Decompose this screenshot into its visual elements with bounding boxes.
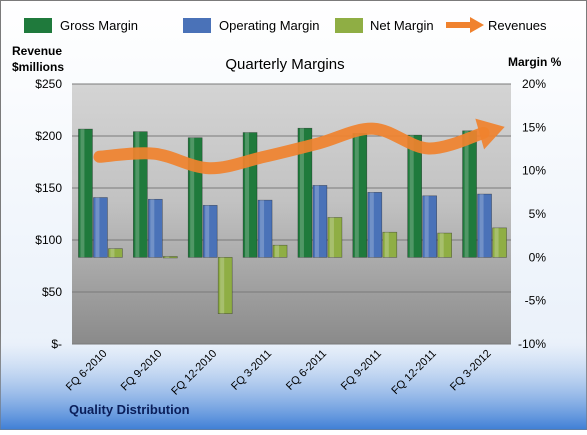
legend-label-revenues: Revenues xyxy=(488,18,547,33)
bar-operating-margin xyxy=(477,193,492,258)
bar-highlight xyxy=(135,131,140,258)
bar-highlight xyxy=(110,248,115,258)
legend-item-operating-margin: Operating Margin xyxy=(183,18,319,33)
bar-highlight xyxy=(275,245,280,258)
right-tick-label: 20% xyxy=(522,77,546,91)
bar-operating-margin xyxy=(148,198,163,258)
left-axis-label-line2: $millions xyxy=(12,60,64,74)
legend-label-gross-margin: Gross Margin xyxy=(60,18,138,33)
bar-highlight xyxy=(299,128,304,258)
chart-title: Quarterly Margins xyxy=(225,56,344,73)
right-tick-label: 0% xyxy=(529,250,547,264)
legend-swatch-net-margin xyxy=(335,18,363,33)
right-tick-label: 15% xyxy=(522,120,546,134)
bar-gross-margin xyxy=(78,128,93,258)
bar-operating-margin xyxy=(312,185,328,258)
bar-highlight xyxy=(95,197,100,258)
right-tick-label: -5% xyxy=(525,294,547,308)
bar-operating-margin xyxy=(257,199,273,258)
bar-gross-margin xyxy=(407,134,422,258)
bar-highlight xyxy=(150,199,155,258)
bar-gross-margin xyxy=(297,127,313,258)
right-tick-label: 5% xyxy=(529,207,547,221)
bar-highlight xyxy=(329,217,334,258)
left-tick-label: $100 xyxy=(35,233,62,247)
legend: Gross Margin Operating Margin Net Margin… xyxy=(24,17,547,33)
bar-highlight xyxy=(245,132,250,258)
bar-highlight xyxy=(205,205,210,258)
left-tick-label: $200 xyxy=(35,129,62,143)
bar-highlight xyxy=(314,185,319,258)
bar-highlight xyxy=(354,133,359,258)
bar-highlight xyxy=(494,227,499,258)
bar-gross-margin xyxy=(462,130,477,258)
bar-highlight xyxy=(80,129,85,258)
bar-operating-margin xyxy=(422,195,437,258)
legend-label-operating-margin: Operating Margin xyxy=(219,18,319,33)
revenue-line xyxy=(93,118,505,175)
chart-footer-band xyxy=(0,330,587,430)
bar-highlight xyxy=(464,130,469,258)
right-tick-label: -10% xyxy=(518,337,546,351)
bar-highlight xyxy=(165,256,170,258)
left-axis-ticks: $- $50 $100 $150 $200 $250 xyxy=(35,77,62,351)
footer-text: Quality Distribution xyxy=(69,402,190,417)
bar-operating-margin xyxy=(202,205,218,258)
left-tick-label: $250 xyxy=(35,77,62,91)
bar-net-margin xyxy=(437,232,452,258)
bar-net-margin xyxy=(327,217,343,258)
bar-operating-margin xyxy=(93,197,108,258)
bar-highlight xyxy=(369,192,374,258)
bar-highlight xyxy=(220,257,225,314)
legend-arrow-revenues xyxy=(470,17,484,33)
bar-operating-margin xyxy=(367,192,383,258)
bar-net-margin xyxy=(492,227,507,258)
legend-item-gross-margin: Gross Margin xyxy=(24,18,138,33)
bar-highlight xyxy=(260,200,265,258)
right-axis-ticks: -10% -5% 0% 5% 10% 15% 20% xyxy=(518,77,546,351)
left-axis-label-line1: Revenue xyxy=(12,44,62,58)
legend-item-revenues: Revenues xyxy=(446,17,547,33)
bar-highlight xyxy=(439,233,444,258)
bar-highlight xyxy=(409,135,414,258)
bar-net-margin xyxy=(217,257,233,314)
legend-item-net-margin: Net Margin xyxy=(335,18,434,33)
legend-swatch-operating-margin xyxy=(183,18,211,33)
bar-net-margin xyxy=(108,248,123,258)
right-tick-label: 10% xyxy=(522,164,546,178)
bar-net-margin xyxy=(163,256,178,259)
bar-highlight xyxy=(190,137,195,258)
bar-highlight xyxy=(479,194,484,258)
bar-net-margin xyxy=(272,244,288,258)
left-tick-label: $150 xyxy=(35,181,62,195)
bar-gross-margin xyxy=(133,131,148,258)
right-axis-label: Margin % xyxy=(508,55,562,69)
left-tick-label: $50 xyxy=(42,285,62,299)
bar-net-margin xyxy=(382,231,398,258)
revenue-line-path xyxy=(93,122,490,175)
revenue-line-arrowhead xyxy=(475,118,505,150)
left-tick-label: $- xyxy=(51,337,62,351)
legend-label-net-margin: Net Margin xyxy=(370,18,434,33)
bar-highlight xyxy=(384,232,389,258)
legend-swatch-gross-margin xyxy=(24,18,52,33)
bar-highlight xyxy=(424,195,429,258)
